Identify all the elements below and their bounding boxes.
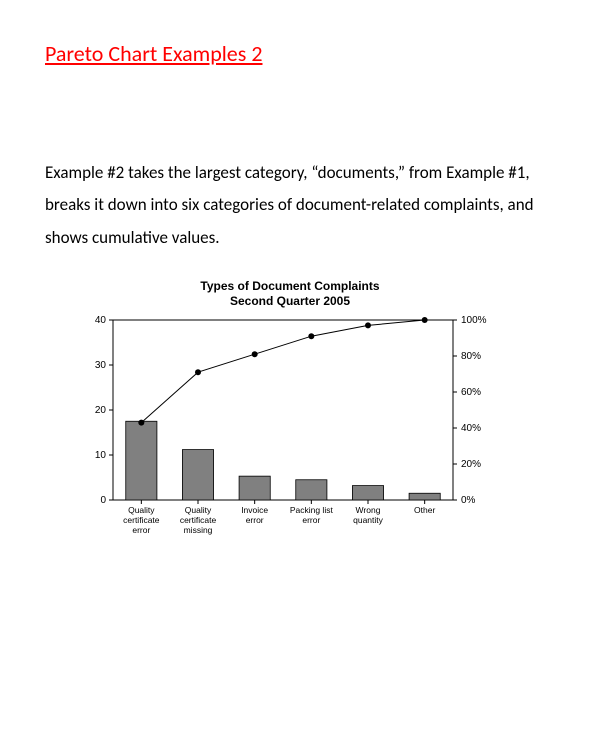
- svg-text:40: 40: [95, 315, 107, 326]
- svg-text:40%: 40%: [461, 423, 481, 434]
- chart-title-line1: Types of Document Complaints: [200, 279, 379, 293]
- svg-text:quantity: quantity: [353, 515, 384, 525]
- page-title: Pareto Chart Examples 2: [45, 40, 555, 67]
- svg-text:Quality: Quality: [185, 505, 212, 515]
- svg-text:certificate: certificate: [123, 515, 160, 525]
- svg-text:certificate: certificate: [180, 515, 217, 525]
- svg-text:Wrong: Wrong: [356, 505, 381, 515]
- svg-text:0%: 0%: [461, 495, 476, 506]
- svg-text:Other: Other: [414, 505, 435, 515]
- svg-text:20: 20: [95, 405, 107, 416]
- chart-title: Types of Document Complaints Second Quar…: [75, 279, 505, 310]
- svg-text:error: error: [302, 515, 320, 525]
- svg-text:10: 10: [95, 450, 107, 461]
- chart-area: 0102030400%20%40%60%80%100%Qualitycertif…: [75, 314, 505, 544]
- svg-text:100%: 100%: [461, 315, 487, 326]
- svg-text:error: error: [246, 515, 264, 525]
- svg-text:30: 30: [95, 360, 107, 371]
- svg-text:0: 0: [100, 495, 106, 506]
- chart-title-line2: Second Quarter 2005: [230, 294, 350, 308]
- svg-text:Packing list: Packing list: [290, 505, 334, 515]
- pareto-chart: Types of Document Complaints Second Quar…: [75, 279, 505, 544]
- svg-text:error: error: [132, 525, 150, 535]
- svg-text:missing: missing: [184, 525, 213, 535]
- svg-text:Invoice: Invoice: [241, 505, 268, 515]
- page: Pareto Chart Examples 2 Example #2 takes…: [0, 0, 600, 544]
- svg-text:80%: 80%: [461, 351, 481, 362]
- svg-text:Quality: Quality: [128, 505, 155, 515]
- body-paragraph: Example #2 takes the largest category, “…: [45, 157, 555, 254]
- svg-text:60%: 60%: [461, 387, 481, 398]
- chart-svg: 0102030400%20%40%60%80%100%Qualitycertif…: [75, 314, 505, 544]
- svg-text:20%: 20%: [461, 459, 481, 470]
